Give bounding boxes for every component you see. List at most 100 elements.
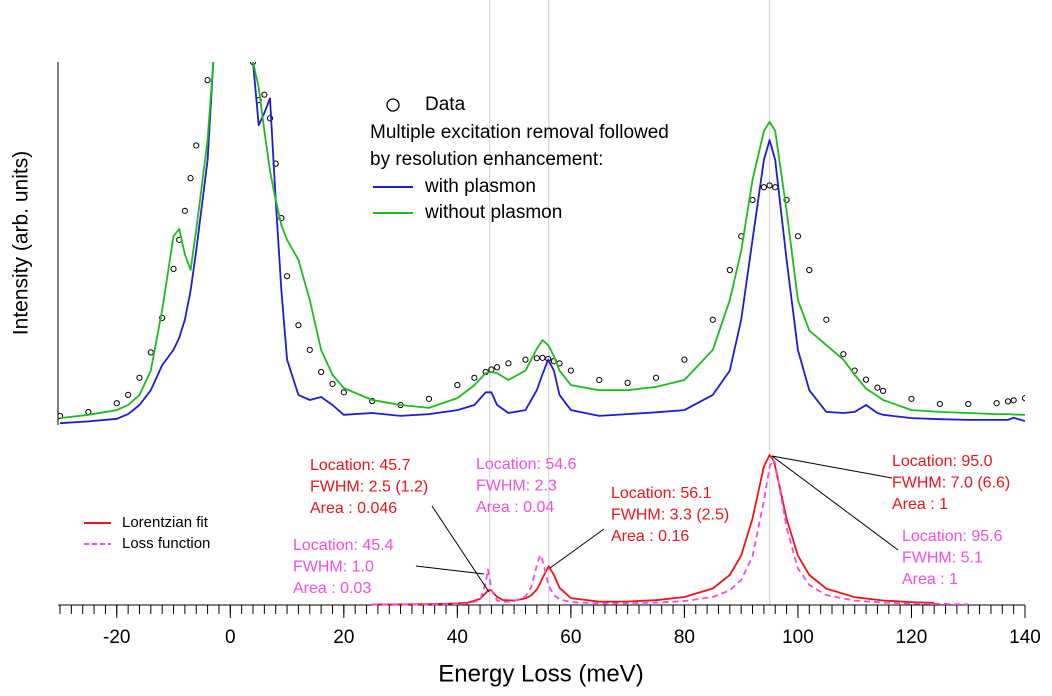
data-point: [862, 376, 870, 383]
data-point: [266, 115, 274, 122]
data-point: [879, 387, 887, 394]
annotation-text: Area : 0.03: [293, 580, 371, 597]
annotation-text: Location: 45.4: [293, 537, 394, 554]
data-point: [505, 360, 512, 367]
legend-label: Data: [425, 94, 466, 115]
annotation-text: Location: 54.6: [476, 456, 577, 473]
data-point: [726, 266, 733, 274]
annotation-text: Location: 45.7: [310, 457, 411, 474]
data-point: [1004, 398, 1012, 405]
data-point: [425, 395, 433, 402]
data-point: [125, 391, 132, 398]
annotation-text: FWHM: 7.0 (6.6): [892, 475, 1010, 492]
data-point: [187, 175, 194, 182]
legend: Data with plasmon without plasmon Multiple …: [84, 94, 669, 552]
x-tick-label: 100: [782, 627, 814, 648]
bottom-panel: [372, 454, 969, 606]
data-point: [340, 389, 347, 396]
data-point: [533, 355, 540, 362]
annotation-text: FWHM: 5.1: [902, 550, 983, 567]
data-point: [783, 196, 790, 204]
data-point: [283, 273, 291, 280]
leader-line: [771, 455, 899, 551]
data-point: [908, 395, 915, 402]
data-point: [306, 346, 313, 353]
annotation-text: Location: 95.6: [902, 528, 1003, 545]
data-point: [204, 77, 211, 84]
x-axis-label: Energy Loss (meV): [438, 660, 643, 687]
data-point: [1021, 395, 1025, 402]
x-ticks: -20 0 20 40 60 80 100 120 140: [59, 605, 1041, 648]
x-tick-label: -20: [103, 627, 130, 648]
series-line: [59, 62, 1025, 425]
data-point: [1010, 397, 1017, 404]
data-point: [749, 196, 756, 204]
annotation-text: Area : 1: [892, 496, 948, 513]
reference-lines: [489, 0, 771, 605]
data-point: [159, 314, 166, 322]
legend-label: Loss function: [122, 535, 210, 552]
annotation-text: FWHM: 2.5 (1.2): [310, 479, 428, 496]
data-point: [113, 400, 120, 407]
x-tick-label: 0: [225, 627, 236, 648]
data-point: [181, 207, 188, 214]
data-point: [652, 374, 660, 381]
annotation-text: Area : 0.04: [476, 499, 554, 516]
legend-label: with plasmon: [424, 176, 536, 197]
annotations: Location: 45.7 FWHM: 2.5 (1.2) Area : 0.04…: [293, 453, 1010, 597]
data-point: [261, 91, 268, 98]
legend-marker: [386, 98, 400, 112]
legend-label: without plasmon: [424, 202, 562, 223]
x-tick-label: 80: [674, 627, 695, 648]
legend-title: by resolution enhancement:: [370, 149, 603, 170]
data-point: [794, 233, 802, 240]
leader-line: [771, 455, 893, 479]
data-point: [295, 322, 302, 329]
top-panel: [58, 23, 1025, 425]
data-point: [454, 381, 461, 389]
data-point: [993, 400, 1000, 407]
series-line: [372, 458, 969, 606]
data-point: [936, 400, 943, 408]
data-point: [522, 356, 529, 363]
data-point: [965, 400, 972, 408]
x-tick-label: 20: [333, 627, 354, 648]
data-point: [493, 364, 501, 371]
data-point: [329, 380, 336, 388]
data-point: [681, 356, 688, 363]
data-point: [624, 379, 631, 386]
annotation-text: Area : 0.046: [310, 500, 397, 517]
annotation-text: Area : 1: [902, 571, 958, 588]
x-tick-label: 120: [896, 627, 928, 648]
legend-title: Multiple excitation removal followed: [370, 122, 669, 143]
leader-line: [415, 565, 485, 575]
series-line: [372, 454, 935, 606]
data-point: [318, 368, 325, 376]
data-point: [766, 182, 773, 189]
data-point: [840, 351, 847, 358]
y-axis-label: Intensity (arb. units): [10, 151, 33, 335]
series-line: [59, 62, 1025, 419]
data-point: [471, 374, 478, 381]
leader-line: [549, 528, 605, 569]
legend-label: Lorentzian fit: [122, 514, 209, 531]
annotation-text: Area : 0.16: [611, 528, 689, 545]
annotation-text: Location: 95.0: [892, 453, 993, 470]
data-point: [211, 23, 216, 28]
data-point: [58, 412, 64, 420]
x-tick-label: 60: [560, 627, 581, 648]
data-point: [136, 374, 143, 381]
data-point: [539, 354, 546, 361]
x-tick-label: 140: [1009, 627, 1041, 648]
data-point: [170, 265, 177, 273]
data-point: [278, 214, 285, 222]
x-tick-label: 40: [447, 627, 468, 648]
annotation-text: FWHM: 3.3 (2.5): [611, 507, 729, 524]
data-point: [806, 266, 813, 274]
annotation-text: FWHM: 2.3: [476, 478, 557, 495]
data-point: [567, 367, 574, 374]
data-point: [760, 184, 767, 191]
data-point: [874, 384, 881, 391]
